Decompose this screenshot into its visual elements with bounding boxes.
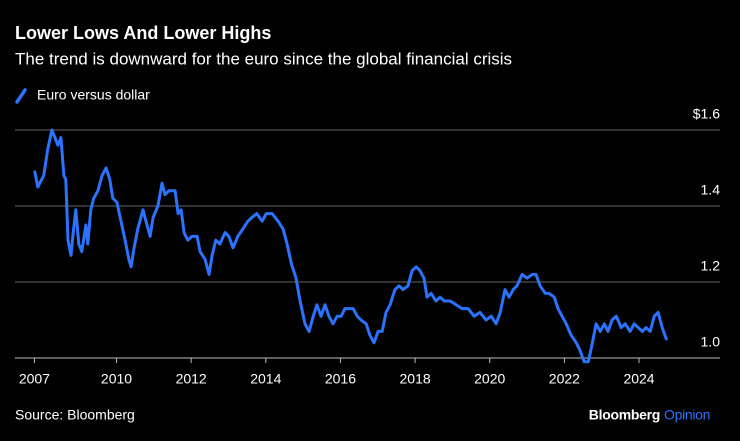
legend-swatch: [15, 88, 27, 104]
legend-label: Euro versus dollar: [37, 87, 150, 103]
x-tick-label: 2024: [623, 371, 654, 387]
data-line: [33, 128, 668, 364]
x-tick-label: 2014: [250, 371, 281, 387]
brand-suffix: Opinion: [664, 407, 710, 423]
chart-title: Lower Lows And Lower Highs: [15, 23, 271, 43]
chart-subtitle: The trend is downward for the euro since…: [15, 49, 512, 68]
x-tick-label: 2016: [325, 371, 356, 387]
x-tick-label: 2010: [101, 371, 132, 387]
y-tick-label: 1.2: [701, 258, 721, 274]
brand: Bloomberg: [589, 407, 660, 423]
y-tick-label: 1.4: [701, 182, 721, 198]
x-tick-label: 2020: [474, 371, 505, 387]
y-tick-label: 1.0: [701, 334, 721, 350]
x-tick-label: 2007: [19, 371, 50, 387]
source: Source: Bloomberg: [15, 407, 135, 423]
y-tick-label: $1.6: [693, 106, 720, 122]
x-tick-label: 2018: [400, 371, 431, 387]
x-tick-label: 2012: [176, 371, 207, 387]
x-tick-label: 2022: [549, 371, 580, 387]
